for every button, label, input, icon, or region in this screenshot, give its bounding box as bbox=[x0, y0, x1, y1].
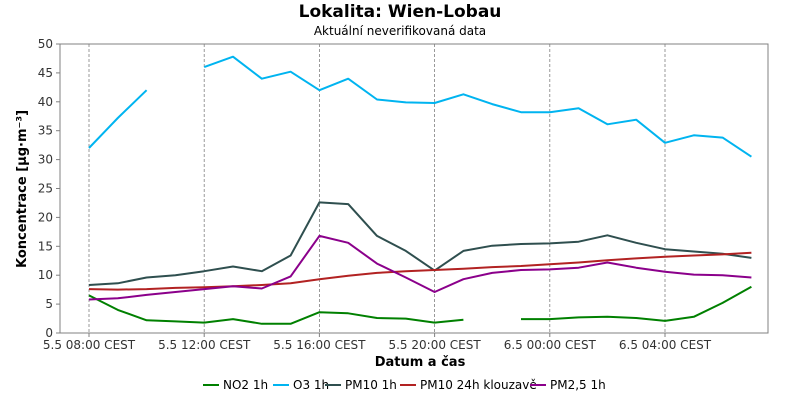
chart-title: Lokalita: Wien-Lobau bbox=[298, 2, 502, 22]
legend-item: O3 1h bbox=[273, 378, 329, 392]
series-line bbox=[88, 294, 464, 325]
legend-label: PM10 1h bbox=[345, 378, 397, 392]
y-tick-label: 40 bbox=[38, 95, 53, 109]
y-tick-label: 35 bbox=[38, 124, 53, 138]
series-1 bbox=[88, 55, 752, 158]
legend-item: PM2,5 1h bbox=[530, 378, 606, 392]
x-tick-label: 6.5 04:00 CEST bbox=[619, 338, 712, 352]
x-axis-title: Datum a čas bbox=[375, 355, 466, 370]
series-line bbox=[88, 234, 752, 301]
y-tick-label: 50 bbox=[38, 37, 53, 51]
y-axis-title: Koncentrace [µg·m⁻³] bbox=[15, 110, 30, 268]
y-tick-label: 0 bbox=[45, 326, 53, 340]
series-0 bbox=[88, 285, 752, 325]
chart-subtitle: Aktuální neverifikovaná data bbox=[313, 24, 487, 38]
y-tick-label: 5 bbox=[45, 297, 53, 311]
legend: NO2 1h O3 1h PM10 1h PM10 24h klouzavě PM2,5… bbox=[203, 378, 606, 392]
legend-item: PM10 1h bbox=[325, 378, 397, 392]
series-3 bbox=[88, 251, 752, 291]
y-tick-label: 10 bbox=[38, 268, 53, 282]
y-tick-label: 20 bbox=[38, 210, 53, 224]
y-tick-label: 15 bbox=[38, 239, 53, 253]
series-line bbox=[88, 89, 148, 149]
legend-label: NO2 1h bbox=[223, 378, 268, 392]
y-tick-label: 25 bbox=[38, 182, 53, 196]
series-2 bbox=[88, 201, 752, 286]
series-layer bbox=[88, 55, 752, 325]
series-line bbox=[521, 285, 752, 322]
axis-layer: Koncentrace [µg·m⁻³] Datum a čas 5.5 08:… bbox=[15, 37, 712, 370]
series-4 bbox=[88, 234, 752, 301]
grid-layer bbox=[59, 43, 769, 334]
legend-label: O3 1h bbox=[293, 378, 329, 392]
series-line bbox=[88, 251, 752, 291]
y-tick-label: 30 bbox=[38, 153, 53, 167]
legend-label: PM2,5 1h bbox=[550, 378, 606, 392]
legend-item: NO2 1h bbox=[203, 378, 268, 392]
x-tick-label: 5.5 08:00 CEST bbox=[43, 338, 136, 352]
series-line bbox=[203, 55, 752, 158]
x-tick-label: 5.5 16:00 CEST bbox=[273, 338, 366, 352]
legend-label: PM10 24h klouzavě bbox=[420, 378, 537, 392]
legend-item: PM10 24h klouzavě bbox=[400, 378, 537, 392]
x-tick-label: 6.5 00:00 CEST bbox=[504, 338, 597, 352]
plot-frame bbox=[59, 43, 769, 334]
y-tick-label: 45 bbox=[38, 66, 53, 80]
series-line bbox=[88, 201, 752, 286]
x-tick-label: 5.5 20:00 CEST bbox=[388, 338, 481, 352]
x-tick-label: 5.5 12:00 CEST bbox=[158, 338, 251, 352]
